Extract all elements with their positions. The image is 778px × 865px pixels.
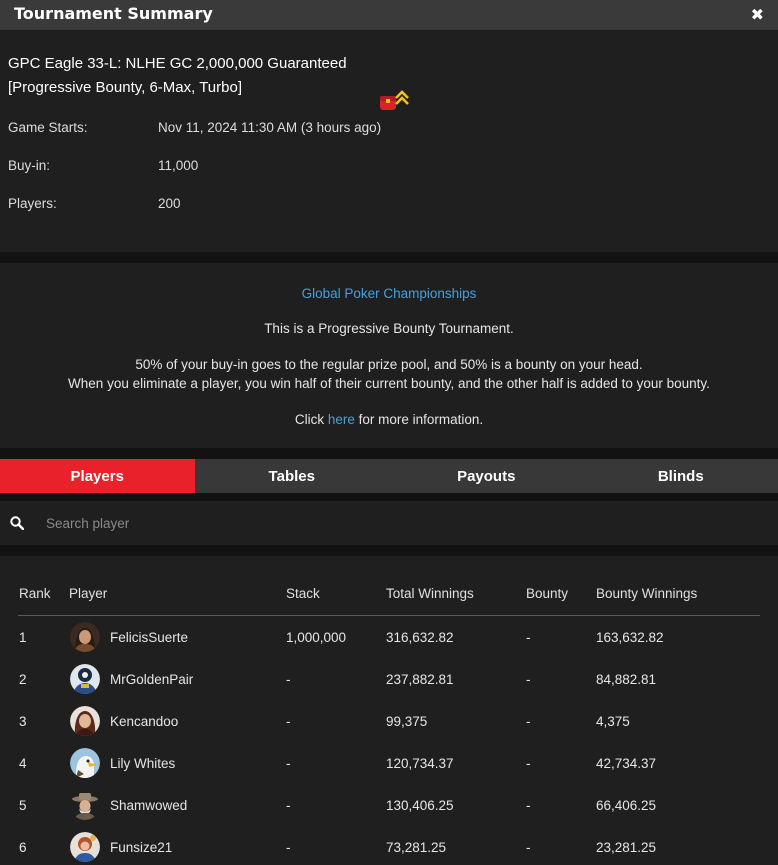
- description-line1: This is a Progressive Bounty Tournament.: [264, 321, 514, 336]
- detail-label: Game Starts:: [8, 120, 88, 135]
- player-avatar: [70, 832, 100, 862]
- cell-total-winnings: 120,734.37: [386, 756, 454, 771]
- cell-total-winnings: 237,882.81: [386, 672, 454, 687]
- cell-bounty: -: [526, 630, 531, 645]
- player-avatar: [70, 790, 100, 820]
- detail-label: Buy-in:: [8, 158, 51, 173]
- cell-bounty: -: [526, 756, 531, 771]
- detail-label: Players:: [8, 196, 57, 211]
- cell-stack: -: [286, 756, 291, 771]
- player-avatar: [70, 706, 100, 736]
- cell-rank: 6: [19, 840, 27, 855]
- cell-bounty: -: [526, 672, 531, 687]
- table-row[interactable]: 6 Funsize21 - 73,281.25 - 23,281.25: [18, 827, 760, 865]
- summary-tabs: Players Tables Payouts Blinds: [0, 459, 778, 493]
- cell-player: Lily Whites: [110, 756, 176, 771]
- cell-total-winnings: 73,281.25: [386, 840, 447, 855]
- tournament-info-panel: GPC Eagle 33-L: NLHE GC 2,000,000 Guaran…: [0, 30, 778, 252]
- detail-value: Nov 11, 2024 11:30 AM (3 hours ago): [158, 120, 382, 135]
- cell-bounty-winnings: 66,406.25: [596, 798, 657, 813]
- players-table: Rank Player Stack Total Winnings Bounty …: [0, 556, 778, 865]
- tab-tables[interactable]: Tables: [194, 459, 389, 493]
- cell-stack: -: [286, 714, 291, 729]
- cell-bounty-winnings: 84,882.81: [596, 672, 657, 687]
- cell-total-winnings: 99,375: [386, 714, 428, 729]
- cell-total-winnings: 130,406.25: [386, 798, 454, 813]
- tournament-name: GPC Eagle 33-L: NLHE GC 2,000,000 Guaran…: [8, 52, 368, 100]
- cell-bounty: -: [526, 714, 531, 729]
- series-link[interactable]: Global Poker Championships: [301, 286, 477, 301]
- header-bounty[interactable]: Bounty: [526, 586, 569, 601]
- more-info-link[interactable]: here: [327, 412, 355, 427]
- description-line2: 50% of your buy-in goes to the regular p…: [135, 357, 643, 372]
- table-row[interactable]: 1 FelicisSuerte 1,000,000 316,632.82 - 1…: [18, 617, 760, 659]
- more-info-prefix: Click: [294, 412, 328, 427]
- header-rank[interactable]: Rank: [19, 586, 51, 601]
- cell-rank: 5: [19, 798, 27, 813]
- description-line3: When you eliminate a player, you win hal…: [68, 376, 710, 391]
- detail-value: 11,000: [158, 158, 199, 173]
- header-player[interactable]: Player: [69, 586, 108, 601]
- cell-player: MrGoldenPair: [110, 672, 194, 687]
- cell-rank: 3: [19, 714, 27, 729]
- tournament-description-panel: Global Poker Championships This is a Pro…: [0, 263, 778, 448]
- header-total-winnings[interactable]: Total Winnings: [386, 586, 474, 601]
- cell-rank: 2: [19, 672, 27, 687]
- cell-rank: 1: [19, 630, 27, 645]
- table-row[interactable]: 2 MrGoldenPair - 237,882.81 - 84,882.81: [18, 659, 760, 701]
- table-header: Rank Player Stack Total Winnings Bounty …: [18, 586, 760, 616]
- table-row[interactable]: 3 Kencandoo - 99,375 - 4,375: [18, 701, 760, 743]
- table-row[interactable]: 4 Lily Whites - 120,734.37 - 42,734.37: [18, 743, 760, 785]
- cell-stack: -: [286, 840, 291, 855]
- player-avatar: [70, 748, 100, 778]
- cell-bounty-winnings: 4,375: [596, 714, 630, 729]
- cell-bounty-winnings: 163,632.82: [596, 630, 664, 645]
- cell-player: Funsize21: [110, 840, 173, 855]
- search-player-input[interactable]: [46, 511, 746, 535]
- window-title: Tournament Summary: [14, 4, 213, 23]
- player-avatar: [70, 622, 100, 652]
- detail-value: 200: [158, 196, 181, 211]
- table-row[interactable]: 5 Shamwowed - 130,406.25 - 66,406.25: [18, 785, 760, 827]
- player-avatar: [70, 664, 100, 694]
- cell-stack: -: [286, 798, 291, 813]
- header-bounty-winnings[interactable]: Bounty Winnings: [596, 586, 698, 601]
- tab-blinds[interactable]: Blinds: [583, 459, 778, 493]
- cell-total-winnings: 316,632.82: [386, 630, 454, 645]
- cell-player: Shamwowed: [110, 798, 188, 813]
- tournament-name-line2: [Progressive Bounty, 6-Max, Turbo]: [8, 79, 242, 96]
- tab-players[interactable]: Players: [0, 459, 195, 493]
- title-bar: Tournament Summary ✖: [0, 0, 778, 30]
- cell-bounty-winnings: 42,734.37: [596, 756, 657, 771]
- progressive-bounty-badge-icon: [380, 90, 409, 110]
- cell-bounty-winnings: 23,281.25: [596, 840, 657, 855]
- cell-player: Kencandoo: [110, 714, 179, 729]
- tab-payouts[interactable]: Payouts: [389, 459, 584, 493]
- search-bar: [0, 501, 778, 545]
- cell-stack: -: [286, 672, 291, 687]
- cell-bounty: -: [526, 840, 531, 855]
- tournament-name-line1: GPC Eagle 33-L: NLHE GC 2,000,000 Guaran…: [8, 55, 347, 72]
- close-icon[interactable]: ✖: [750, 7, 764, 24]
- cell-stack: 1,000,000: [286, 630, 347, 645]
- cell-rank: 4: [19, 756, 27, 771]
- more-info-line: Click here for more information.: [0, 410, 778, 429]
- cell-player: FelicisSuerte: [110, 630, 189, 645]
- more-info-suffix: for more information.: [354, 412, 484, 427]
- cell-bounty: -: [526, 798, 531, 813]
- header-stack[interactable]: Stack: [286, 586, 320, 601]
- search-icon: [10, 516, 24, 530]
